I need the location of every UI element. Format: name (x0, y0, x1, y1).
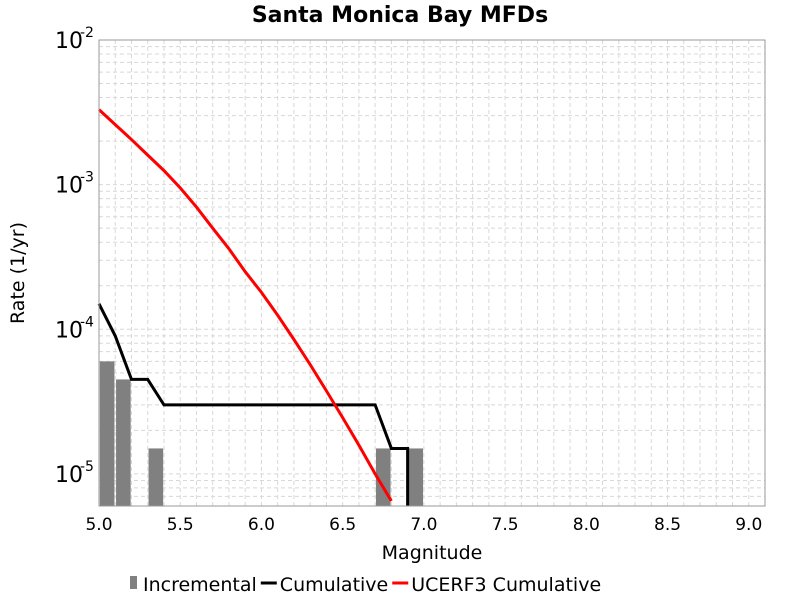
x-tick-label: 6.5 (329, 515, 356, 535)
legend-item: Incremental (130, 574, 257, 596)
plot-background (99, 40, 765, 506)
incremental-bar (116, 379, 131, 506)
grid (99, 40, 765, 506)
y-tick-exponent: -3 (80, 170, 94, 186)
legend-label: Incremental (143, 574, 257, 596)
incremental-bar (408, 448, 424, 506)
y-tick-label: 10-4 (55, 314, 94, 343)
x-tick-label: 8.5 (654, 515, 681, 535)
chart-title: Santa Monica Bay MFDs (252, 3, 548, 28)
y-tick-exponent: -5 (80, 459, 94, 475)
x-tick-label: 7.5 (492, 515, 519, 535)
y-tick-base: 10 (55, 174, 83, 199)
x-tick-labels: 5.0 5.5 6.0 6.5 7.0 7.5 8.0 8.5 9.0 (85, 515, 762, 535)
legend-label: UCERF3 Cumulative (411, 574, 601, 596)
cumulative-line (97, 303, 410, 506)
x-tick-label: 5.5 (167, 515, 194, 535)
y-tick-label: 10-2 (55, 25, 94, 54)
y-tick-base: 10 (55, 318, 83, 343)
y-tick-label: 10-5 (55, 459, 94, 488)
legend-item: UCERF3 Cumulative (392, 574, 601, 596)
y-axis-label: Rate (1/yr) (7, 222, 29, 324)
x-axis-label: Magnitude (382, 542, 483, 564)
legend-swatch-bar (130, 576, 137, 589)
incremental-bars (99, 361, 424, 506)
x-tick-label: 9.0 (735, 515, 762, 535)
series-lines (97, 108, 410, 506)
plot-border (98, 39, 766, 507)
incremental-bar (148, 448, 164, 506)
x-tick-label: 5.0 (85, 515, 112, 535)
legend: Incremental Cumulative UCERF3 Cumulative (130, 574, 601, 596)
y-tick-base: 10 (55, 29, 83, 54)
y-tick-exponent: -2 (80, 25, 94, 41)
y-tick-label: 10-3 (55, 170, 94, 199)
x-tick-label: 8.0 (573, 515, 600, 535)
y-tick-base: 10 (55, 463, 83, 488)
incremental-bar (99, 361, 115, 506)
y-tick-labels: 10-510-410-310-2 (55, 25, 94, 488)
y-tick-exponent: -4 (80, 314, 94, 330)
ucerf3-cumulative-line (97, 108, 393, 502)
x-tick-label: 7.0 (410, 515, 437, 535)
x-tick-label: 6.0 (248, 515, 275, 535)
legend-item: Cumulative (260, 574, 388, 596)
legend-label: Cumulative (280, 574, 388, 596)
